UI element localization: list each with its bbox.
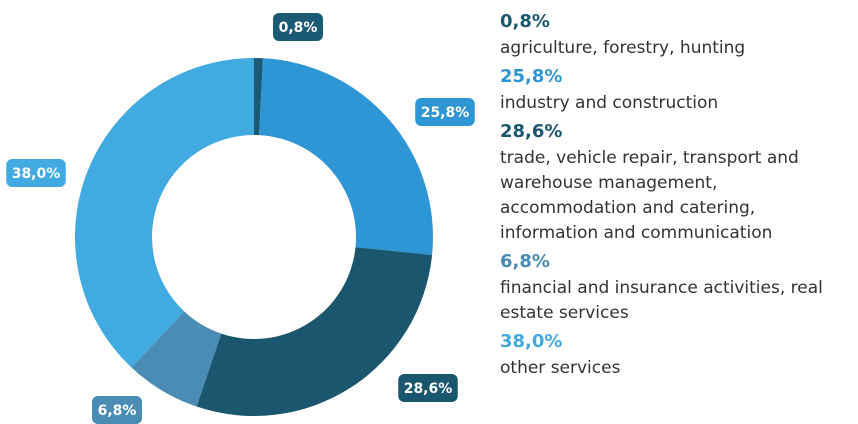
slice bbox=[75, 57, 254, 368]
slice bbox=[196, 247, 433, 417]
data-label: 0,8% bbox=[273, 13, 323, 41]
data-label-text: 25,8% bbox=[421, 105, 470, 121]
data-label-box bbox=[92, 396, 142, 424]
legend-label: industry and construction bbox=[500, 93, 719, 113]
data-label: 38,0% bbox=[6, 159, 66, 187]
data-label: 25,8% bbox=[415, 98, 475, 126]
legend-label: trade, vehicle repair, transport and war… bbox=[500, 148, 799, 243]
slice bbox=[254, 58, 263, 136]
data-label-text: 38,0% bbox=[12, 166, 61, 182]
legend-value: 0,8% bbox=[500, 11, 550, 32]
legend-value: 38,0% bbox=[500, 331, 563, 352]
data-label-box bbox=[6, 159, 66, 187]
legend-label: other services bbox=[500, 358, 621, 378]
legend: 0,8% agriculture, forestry, hunting 25,8% i… bbox=[500, 8, 852, 383]
data-label: 28,6% bbox=[398, 374, 458, 402]
data-label-box bbox=[273, 13, 323, 41]
slice bbox=[259, 58, 433, 255]
legend-value: 25,8% bbox=[500, 66, 563, 87]
data-label: 6,8% bbox=[92, 396, 142, 424]
legend-label: agriculture, forestry, hunting bbox=[500, 38, 746, 58]
slice bbox=[131, 311, 222, 407]
legend-value: 6,8% bbox=[500, 251, 550, 272]
legend-value: 28,6% bbox=[500, 121, 563, 142]
data-label-box bbox=[415, 98, 475, 126]
data-label-text: 6,8% bbox=[98, 403, 137, 419]
donut: 0,8% 25,8% 28,6% 6,8% 38,0% bbox=[6, 13, 475, 424]
legend-label: financial and insurance activities, real… bbox=[500, 278, 823, 323]
data-label-box bbox=[398, 374, 458, 402]
data-label-text: 0,8% bbox=[279, 20, 318, 36]
data-label-text: 28,6% bbox=[404, 381, 453, 397]
